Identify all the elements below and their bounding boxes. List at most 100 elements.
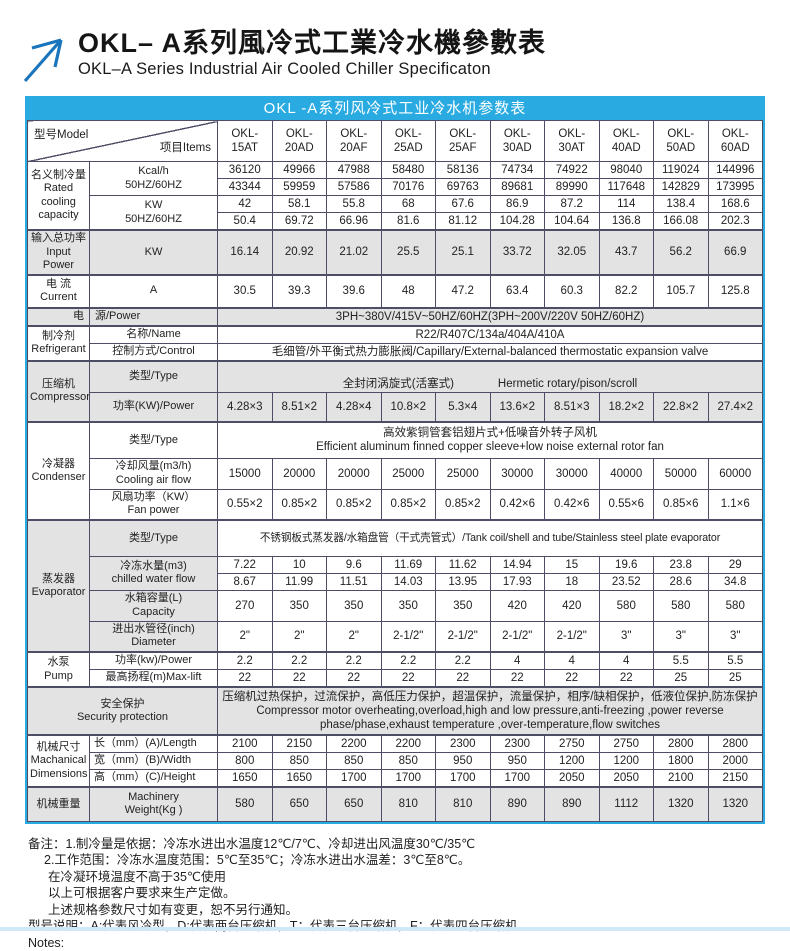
kw-value: 87.2 <box>544 195 600 214</box>
label-current: 电 流 Current <box>27 273 90 308</box>
chilled-water-value: 10 <box>271 555 327 574</box>
model-header: OKL- 30AT <box>544 119 600 163</box>
compressor-power-value: 5.3×4 <box>435 391 491 423</box>
current-value: 39.6 <box>326 273 382 308</box>
notes-block: 备注：1.制冷量是依据：冷冻水进出水温度12℃/7℃、冷却进出风温度30℃/35… <box>28 836 790 951</box>
input-power-value: 25.1 <box>435 229 491 276</box>
kcal-value: 36120 <box>217 161 273 180</box>
chilled-water-value: 15 <box>544 555 600 574</box>
capacity-value: 580 <box>653 589 709 622</box>
row-kw-50hz: KW 50HZ/60HZ 42 58.1 55.8 68 67.6 86.9 87.2 114… <box>28 195 763 231</box>
chilled-water-value: 23.8 <box>653 555 709 574</box>
capacity-value: 580 <box>598 589 654 622</box>
length-value: 2300 <box>435 734 491 754</box>
arrow-logo-icon <box>23 38 63 83</box>
fan-power-value: 1.1×6 <box>707 488 763 521</box>
row-compressor-power: 功率(KW)/Power 4.28×3 8.51×2 4.28×4 10.8×2 5.3… <box>28 391 763 423</box>
kw-value: 104.28 <box>489 212 545 231</box>
chilled-water-value: 23.52 <box>598 572 654 591</box>
chilled-water-value: 17.93 <box>489 572 545 591</box>
capacity-value: 350 <box>380 589 436 622</box>
chilled-water-value: 29 <box>707 555 763 574</box>
width-value: 950 <box>489 752 545 771</box>
note-line: 2.工作范围：冷冻水温度范围：5℃至35℃；冷冻水进出水温差：3℃至8℃。 <box>44 853 471 868</box>
fan-power-value: 0.55×6 <box>598 488 654 521</box>
kcal-value: 74734 <box>489 161 545 180</box>
row-chilled-water-60hz: 8.67 11.99 11.51 14.03 13.95 17.93 18 23.52 28.6… <box>28 572 763 591</box>
compressor-power-value: 8.51×2 <box>271 391 327 423</box>
compressor-power-value: 4.28×3 <box>217 391 273 423</box>
model-header: OKL- 30AD <box>489 119 545 163</box>
height-value: 1700 <box>380 769 436 788</box>
model-header-row: 型号Model 项目Items OKL- 15AT OKL- 20AD OKL- 2… <box>27 119 763 163</box>
current-value: 82.2 <box>598 273 654 308</box>
spec-table: 型号Model 项目Items OKL- 15AT OKL- 20AD OKL- 2… <box>27 119 763 822</box>
pump-power-value: 5.5 <box>707 651 763 671</box>
note-line: Notes: <box>28 935 65 950</box>
weight-value: 1320 <box>707 786 763 822</box>
air-flow-value: 15000 <box>217 457 273 490</box>
label-safety-protection: 安全保护 Security protection <box>27 686 218 736</box>
evaporator-type-value: 不锈钢板式蒸发器/水箱盘管（干式壳管式）/Tank coil/shell and… <box>217 519 763 557</box>
input-power-value: 25.5 <box>380 229 436 276</box>
kw-value: 202.3 <box>707 212 763 231</box>
pump-power-value: 2.2 <box>435 651 491 671</box>
label-pipe-diameter: 进出水管径(inch) Diameter <box>89 620 218 653</box>
model-header: OKL- 50AD <box>653 119 709 163</box>
kcal-value: 58480 <box>380 161 436 180</box>
input-power-value: 43.7 <box>598 229 654 276</box>
table-caption: OKL -A系列风冷式工业冷水机参数表 <box>27 98 763 120</box>
max-lift-value: 22 <box>217 669 273 688</box>
kw-value: 86.9 <box>489 195 545 214</box>
safety-protection-value: 压缩机过热保护，过流保护，高低压力保护，超温保护，流量保护，相序/缺相保护，低液… <box>217 686 763 736</box>
max-lift-value: 22 <box>489 669 545 688</box>
max-lift-value: 22 <box>380 669 436 688</box>
chilled-water-value: 19.6 <box>598 555 654 574</box>
length-value: 2750 <box>544 734 600 754</box>
input-power-value: 21.02 <box>326 229 382 276</box>
length-value: 2800 <box>653 734 709 754</box>
max-lift-value: 22 <box>271 669 327 688</box>
chilled-water-value: 8.67 <box>217 572 273 591</box>
compressor-power-value: 18.2×2 <box>598 391 654 423</box>
row-current: 电 流 Current A 30.5 39.3 39.6 48 47.2 63.4 60.3… <box>27 273 763 308</box>
pump-power-value: 4 <box>598 651 654 671</box>
weight-value: 650 <box>326 786 382 822</box>
compressor-power-value: 10.8×2 <box>380 391 436 423</box>
kw-value: 81.6 <box>380 212 436 231</box>
kcal-value: 89990 <box>544 178 600 197</box>
compressor-type-en: Hermetic rotary/pison/scroll <box>497 377 638 390</box>
max-lift-value: 22 <box>598 669 654 688</box>
length-value: 2100 <box>217 734 273 754</box>
compressor-power-value: 27.4×2 <box>707 391 763 423</box>
pump-power-value: 2.2 <box>217 651 273 671</box>
label-condenser-type: 类型/Type <box>89 421 218 459</box>
current-value: 30.5 <box>217 273 273 308</box>
kcal-value: 69763 <box>435 178 491 197</box>
diameter-value: 2" <box>326 620 382 653</box>
kcal-value: 89681 <box>489 178 545 197</box>
input-power-value: 66.9 <box>707 229 763 276</box>
model-header: OKL- 25AD <box>380 119 436 163</box>
width-value: 800 <box>217 752 273 771</box>
label-fan-power: 风扇功率（KW） Fan power <box>89 488 218 521</box>
kw-value: 81.12 <box>435 212 491 231</box>
label-refrigerant: 制冷剂 Refrigerant <box>27 324 90 362</box>
weight-value: 890 <box>544 786 600 822</box>
label-height: 高（mm）(C)/Height <box>89 769 218 788</box>
label-input-power-unit: KW <box>89 229 218 276</box>
air-flow-value: 20000 <box>326 457 382 490</box>
diameter-value: 3" <box>598 620 654 653</box>
width-value: 1800 <box>653 752 709 771</box>
label-chilled-water-flow: 冷冻水量(m3) chilled water flow <box>89 555 218 591</box>
kw-value: 136.8 <box>598 212 654 231</box>
max-lift-value: 22 <box>326 669 382 688</box>
height-value: 1700 <box>489 769 545 788</box>
fan-power-value: 0.42×6 <box>544 488 600 521</box>
compressor-power-value: 22.8×2 <box>653 391 709 423</box>
label-condenser: 冷凝器 Condenser <box>27 421 90 521</box>
width-value: 1200 <box>598 752 654 771</box>
kcal-value: 119024 <box>653 161 709 180</box>
fan-power-value: 0.85×6 <box>653 488 709 521</box>
input-power-value: 56.2 <box>653 229 709 276</box>
